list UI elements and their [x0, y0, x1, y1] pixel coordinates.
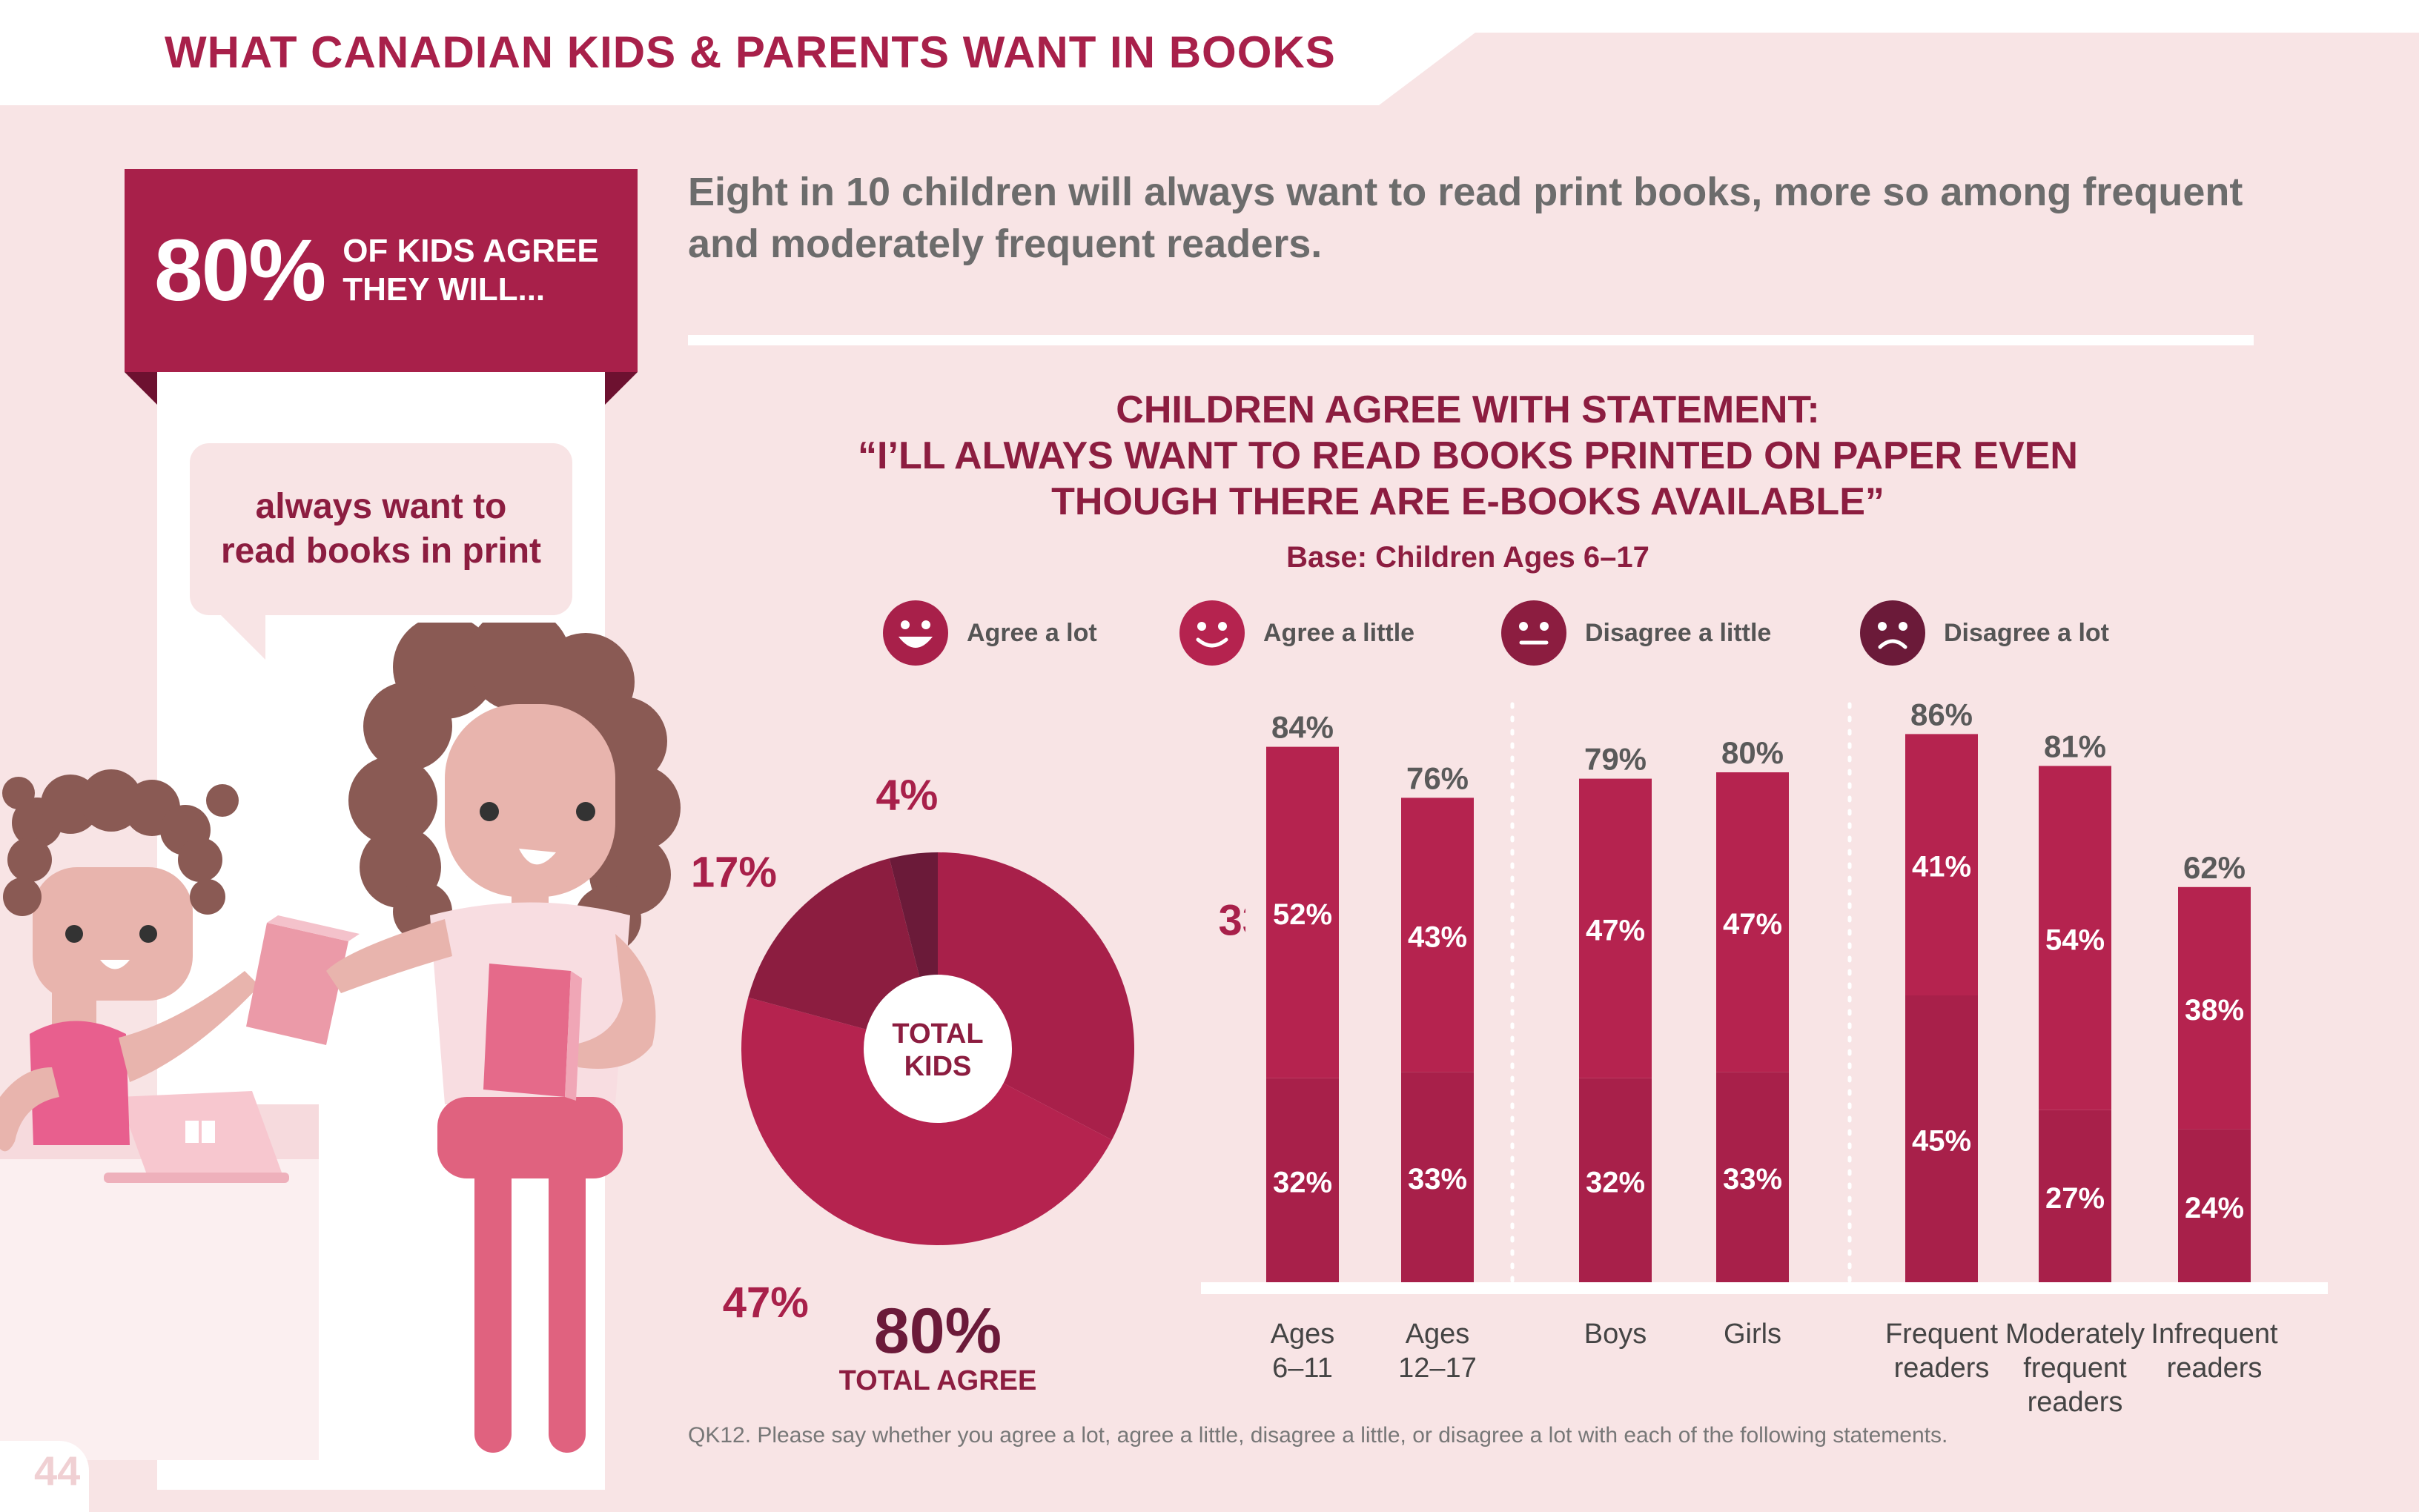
category-label: Ages — [1271, 1319, 1335, 1350]
bar-total-label: 76% — [1406, 760, 1469, 795]
donut-center-label: KIDS — [904, 1051, 972, 1082]
laptop-base — [104, 1173, 289, 1183]
chart-base: Base: Children Ages 6–17 — [1286, 541, 1649, 574]
category-label: 12–17 — [1398, 1353, 1477, 1384]
happy-face-icon — [883, 600, 948, 666]
bar-agree-a-little — [1401, 798, 1474, 1072]
page-number-tab: 44 — [0, 1441, 89, 1512]
category-label: readers — [1894, 1353, 1990, 1384]
kids-illustration — [0, 623, 681, 1460]
bar-agree-a-lot — [2039, 1110, 2111, 1282]
legend-label-disagree-a-lot: Disagree a lot — [1944, 618, 2109, 647]
bar-label-agree-a-little: 47% — [1586, 915, 1645, 947]
bar-label-agree-a-little: 47% — [1723, 908, 1782, 941]
pie-slice-label: 47% — [723, 1279, 809, 1327]
held-book — [246, 923, 348, 1045]
category-label: Frequent — [1885, 1319, 1999, 1350]
bar-agree-a-little — [2178, 886, 2251, 1130]
category-label: Ages — [1406, 1319, 1470, 1350]
footnote: QK12. Please say whether you agree a lot… — [688, 1423, 1948, 1448]
bar-agree-a-little — [1579, 778, 1652, 1078]
bar-agree-a-little — [1716, 772, 1789, 1072]
speech-bubble: always want to read books in print — [190, 443, 572, 615]
legend-label-disagree-a-little: Disagree a little — [1585, 618, 1772, 647]
bar-total-label: 79% — [1584, 742, 1647, 777]
bar-agree-a-little — [1905, 734, 1978, 995]
legend-item-agree-a-little: Agree a little — [1179, 599, 1414, 667]
woman-book — [483, 964, 571, 1097]
total-agree-value: 80% — [874, 1296, 1002, 1367]
bar-agree-a-little — [1266, 746, 1339, 1078]
smile-face-icon — [1179, 600, 1245, 666]
legend-item-disagree-a-little: Disagree a little — [1500, 599, 1771, 667]
bar-total-label: 84% — [1271, 710, 1334, 745]
category-label: 6–11 — [1272, 1353, 1333, 1384]
legend-label-agree-a-lot: Agree a lot — [967, 618, 1097, 647]
bar-baseline — [1201, 1282, 2328, 1294]
kids-agree-ribbon: 80% OF KIDS AGREE THEY WILL... — [125, 169, 638, 372]
donut-center-label: TOTAL — [892, 1018, 983, 1050]
bar-agree-a-lot — [1579, 1078, 1652, 1282]
table — [0, 1156, 319, 1460]
ribbon-fold-left — [125, 372, 157, 405]
bar-label-agree-a-lot: 24% — [2185, 1192, 2244, 1224]
bar-agree-a-lot — [1716, 1072, 1789, 1282]
total-agree-label: TOTAL AGREE — [839, 1365, 1037, 1396]
category-label: Moderately — [2005, 1319, 2145, 1350]
speech-bubble-tail — [219, 614, 265, 660]
bar-label-agree-a-lot: 32% — [1586, 1166, 1645, 1198]
bar-label-agree-a-little: 54% — [2045, 924, 2105, 957]
ribbon-fold-right — [605, 372, 638, 405]
divider — [688, 335, 2254, 345]
bar-agree-a-lot — [1401, 1072, 1474, 1282]
small-girl — [0, 769, 259, 1152]
page-title: WHAT CANADIAN KIDS & PARENTS WANT IN BOO… — [165, 27, 1336, 77]
subtitle: Eight in 10 children will always want to… — [688, 170, 2243, 266]
bar-total-label: 86% — [1910, 697, 1973, 732]
bar-agree-a-lot — [2178, 1129, 2251, 1282]
bar-agree-a-lot — [1266, 1078, 1339, 1282]
bar-label-agree-a-lot: 32% — [1273, 1166, 1332, 1198]
ribbon-text: OF KIDS AGREE THEY WILL... — [343, 233, 599, 308]
donut-hole — [864, 975, 1012, 1123]
pie-slice-label: 4% — [876, 772, 939, 820]
speech-bubble-text: always want to read books in print — [220, 487, 542, 571]
bar-label-agree-a-lot: 33% — [1723, 1163, 1782, 1196]
category-label: readers — [2167, 1353, 2263, 1384]
bar-label-agree-a-lot: 27% — [2045, 1182, 2105, 1215]
bar-label-agree-a-lot: 45% — [1912, 1125, 1971, 1158]
header-tab — [1379, 33, 2419, 105]
bar-agree-a-lot — [1905, 995, 1978, 1282]
bar-total-label: 80% — [1721, 735, 1784, 770]
page-number: 44 — [34, 1448, 81, 1494]
bar-agree-a-little — [2039, 766, 2111, 1110]
legend-item-agree-a-lot: Agree a lot — [882, 599, 1097, 667]
laptop-book-icon — [185, 1121, 215, 1143]
category-label: readers — [2028, 1387, 2123, 1418]
bar-label-agree-a-lot: 33% — [1408, 1163, 1467, 1196]
chart-title: CHILDREN AGREE WITH STATEMENT: “I’LL ALW… — [858, 388, 2078, 523]
category-label: Infrequent — [2151, 1319, 2278, 1350]
neutral-face-icon — [1501, 600, 1566, 666]
pie-slice-label: 17% — [691, 848, 777, 896]
bar-label-agree-a-little: 52% — [1273, 898, 1332, 931]
legend-item-disagree-a-lot: Disagree a lot — [1859, 599, 2109, 667]
sad-face-icon — [1860, 600, 1925, 666]
ribbon-percent: 80% — [154, 222, 326, 319]
stacked-bar-chart: 32%52%84%Ages6–1133%43%76%Ages12–1732%47… — [1201, 697, 2328, 1418]
category-label: Girls — [1724, 1319, 1781, 1350]
bar-label-agree-a-little: 41% — [1912, 851, 1971, 883]
category-label: Boys — [1584, 1319, 1647, 1350]
bar-label-agree-a-little: 38% — [2185, 994, 2244, 1027]
bar-label-agree-a-little: 43% — [1408, 921, 1467, 953]
pie-slice-label: 33% — [1219, 897, 1245, 945]
legend-label-agree-a-little: Agree a little — [1263, 618, 1415, 647]
bar-total-label: 81% — [2044, 729, 2106, 763]
category-label: frequent — [2023, 1353, 2127, 1384]
bar-total-label: 62% — [2183, 850, 2246, 885]
